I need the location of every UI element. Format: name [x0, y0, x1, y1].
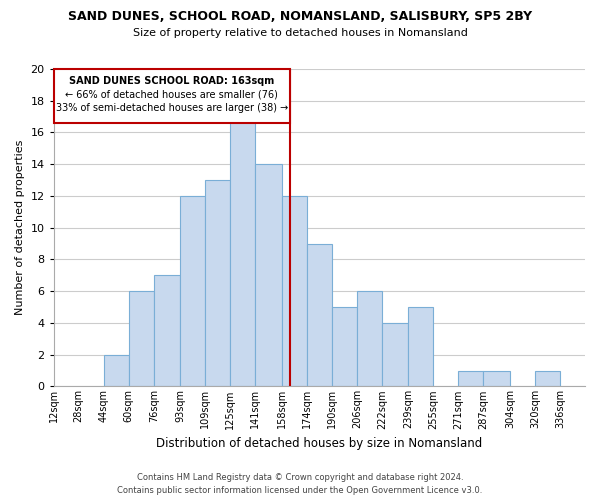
Bar — [154, 276, 180, 386]
Bar — [409, 307, 433, 386]
Bar — [332, 307, 357, 386]
Bar — [357, 291, 382, 386]
Bar — [129, 291, 154, 386]
Bar — [535, 370, 560, 386]
Bar — [307, 244, 332, 386]
Bar — [282, 196, 307, 386]
Y-axis label: Number of detached properties: Number of detached properties — [15, 140, 25, 316]
Bar — [382, 323, 409, 386]
Bar — [180, 196, 205, 386]
Text: SAND DUNES, SCHOOL ROAD, NOMANSLAND, SALISBURY, SP5 2BY: SAND DUNES, SCHOOL ROAD, NOMANSLAND, SAL… — [68, 10, 532, 23]
Bar — [458, 370, 484, 386]
Bar — [205, 180, 230, 386]
Bar — [255, 164, 282, 386]
Bar — [104, 354, 129, 386]
Text: SAND DUNES SCHOOL ROAD: 163sqm: SAND DUNES SCHOOL ROAD: 163sqm — [69, 76, 274, 86]
X-axis label: Distribution of detached houses by size in Nomansland: Distribution of detached houses by size … — [156, 437, 482, 450]
Text: Size of property relative to detached houses in Nomansland: Size of property relative to detached ho… — [133, 28, 467, 38]
Text: 33% of semi-detached houses are larger (38) →: 33% of semi-detached houses are larger (… — [56, 103, 288, 113]
Text: ← 66% of detached houses are smaller (76): ← 66% of detached houses are smaller (76… — [65, 90, 278, 100]
Bar — [54, 69, 290, 123]
Text: Contains HM Land Registry data © Crown copyright and database right 2024.
Contai: Contains HM Land Registry data © Crown c… — [118, 474, 482, 495]
Bar — [230, 116, 255, 386]
Bar — [484, 370, 510, 386]
